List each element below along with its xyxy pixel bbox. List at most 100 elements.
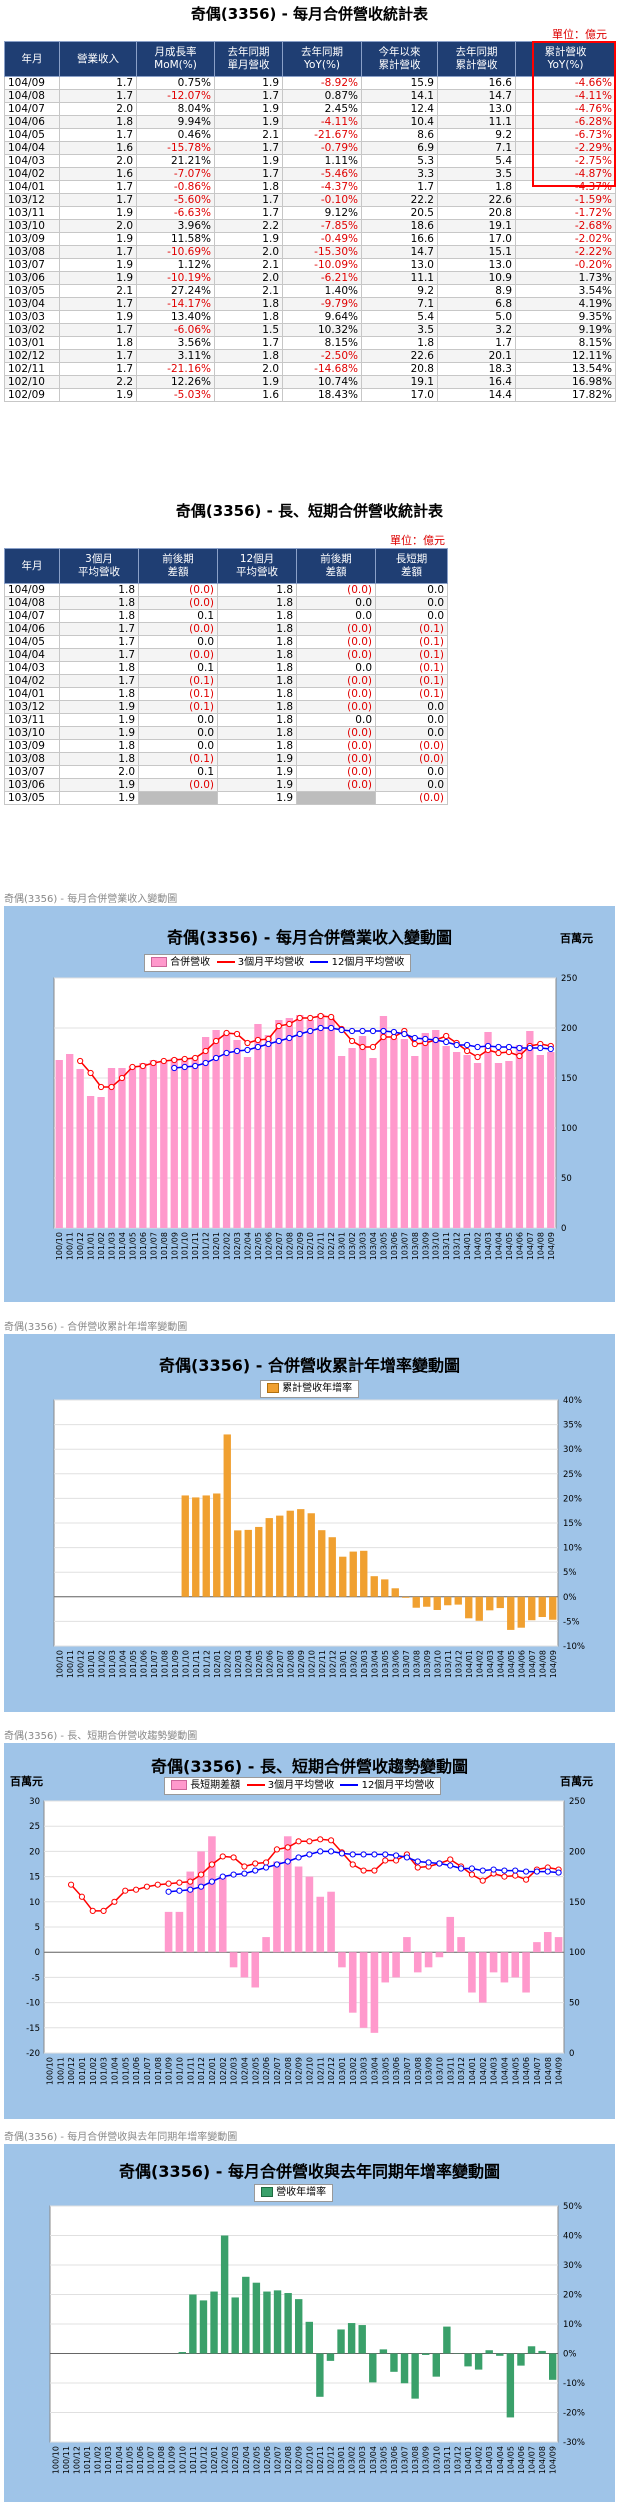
table-cell: 1.8 bbox=[214, 180, 283, 194]
table-cell: 0.75% bbox=[136, 76, 215, 90]
series-point bbox=[306, 1851, 313, 1858]
series-point bbox=[139, 1062, 146, 1070]
table-cell: 104/02 bbox=[4, 167, 60, 181]
bar bbox=[243, 1057, 252, 1228]
chart1-unit: 百萬元 bbox=[560, 932, 593, 945]
chart4-svg: -30%-20%-10%0%10%20%30%40%50%100/10 100/1… bbox=[49, 2202, 585, 2474]
table-cell: 1.9 bbox=[59, 232, 137, 246]
bar bbox=[432, 1030, 440, 1228]
series-point bbox=[97, 1083, 105, 1091]
bar bbox=[181, 1058, 189, 1228]
table-cell: 13.40% bbox=[136, 310, 215, 324]
table-cell: 103/08 bbox=[4, 752, 60, 766]
bar bbox=[411, 1056, 419, 1228]
series-point bbox=[230, 1871, 237, 1878]
table-cell: 104/07 bbox=[4, 102, 60, 116]
table-cell: 2.45% bbox=[282, 102, 362, 116]
x-tick-label: 104/05 bbox=[505, 1232, 514, 1260]
bar bbox=[318, 1530, 326, 1597]
table-cell: 1.7 bbox=[59, 635, 139, 649]
series-point bbox=[468, 1865, 476, 1872]
bar bbox=[305, 1876, 314, 1953]
x-tick-label: 101/06 bbox=[132, 2057, 141, 2085]
bar bbox=[242, 2276, 250, 2354]
x-tick-label: 101/05 bbox=[121, 2057, 130, 2085]
x-tick-label: 104/05 bbox=[507, 1650, 516, 1678]
bar bbox=[496, 1596, 504, 1609]
x-tick-label: 103/04 bbox=[370, 1650, 379, 1678]
x-tick-label: 101/10 bbox=[181, 1650, 190, 1678]
table-cell: -1.59% bbox=[515, 193, 616, 207]
table-cell: 11.58% bbox=[136, 232, 215, 246]
y-tick-label-right: 200 bbox=[569, 1847, 585, 1857]
x-tick-label: 104/02 bbox=[475, 1650, 484, 1678]
table-cell: 1.7 bbox=[59, 323, 137, 337]
x-tick-label: 101/03 bbox=[108, 1650, 117, 1678]
table-row: 103/07 1.9 1.12% 2.1 -10.09% 13.0 13.0 -0.20% bbox=[4, 258, 616, 272]
series-point bbox=[443, 1038, 450, 1046]
x-tick-label: 103/08 bbox=[414, 2057, 423, 2085]
chart4-legend: 營收年增率 bbox=[254, 2184, 334, 2202]
table-cell: -4.11% bbox=[282, 115, 362, 129]
series-point bbox=[187, 1886, 194, 1893]
legend-label: 累計營收年增率 bbox=[282, 1383, 353, 1394]
table-cell: 12.11% bbox=[515, 349, 616, 363]
table-cell: 2.0 bbox=[59, 102, 137, 116]
table-row: 104/04 1.7 (0.0) 1.8 (0.0) (0.1) bbox=[4, 648, 448, 662]
table-cell: 0.0 bbox=[296, 713, 376, 727]
table-row: 103/04 1.7 -14.17% 1.8 -9.79% 7.1 6.8 4.19% bbox=[4, 297, 616, 311]
bar bbox=[128, 1066, 137, 1228]
series-point bbox=[284, 1844, 291, 1851]
table-cell: 1.8 bbox=[361, 336, 438, 350]
chart4-title: 奇偶(3356) - 每月合併營收與去年同期年增率變動圖 bbox=[119, 2162, 500, 2181]
table-cell: 103/11 bbox=[4, 206, 60, 220]
column-header: 年月 bbox=[4, 548, 60, 584]
column-header: 去年同期 YoY(%) bbox=[282, 41, 362, 77]
table-cell: (0.0) bbox=[296, 739, 376, 753]
bar bbox=[423, 1596, 431, 1607]
x-tick-label: 100/10 bbox=[51, 2446, 60, 2474]
x-tick-label: 101/09 bbox=[168, 2446, 177, 2474]
table-cell: (0.0) bbox=[296, 726, 376, 740]
legend-label: 合併營收 bbox=[170, 957, 211, 968]
series-point bbox=[317, 1836, 324, 1843]
table-cell: -2.68% bbox=[515, 219, 616, 233]
x-tick-label: 104/07 bbox=[533, 2057, 542, 2085]
bar bbox=[316, 2353, 324, 2397]
table-cell: 8.04% bbox=[136, 102, 215, 116]
x-tick-label: 104/01 bbox=[465, 1650, 474, 1678]
x-tick-label: 102/01 bbox=[212, 1232, 221, 1260]
bar bbox=[251, 1952, 260, 1988]
table-cell: 2.1 bbox=[214, 258, 283, 272]
x-tick-label: 102/05 bbox=[255, 1650, 264, 1678]
table-cell: 2.1 bbox=[214, 128, 283, 142]
y-tick-label: 30% bbox=[563, 2261, 582, 2271]
x-tick-label: 101/07 bbox=[150, 1650, 159, 1678]
table-cell: 20.1 bbox=[437, 349, 516, 363]
chart2-legend: 累計營收年增率 bbox=[260, 1380, 360, 1398]
bar bbox=[208, 1836, 216, 1953]
bar bbox=[212, 1030, 220, 1228]
table-cell: 10.9 bbox=[437, 271, 516, 285]
bar bbox=[295, 2299, 303, 2354]
table-cell: 3.54% bbox=[515, 284, 616, 298]
table-cell: 1.8 bbox=[59, 609, 139, 623]
table-cell: 20.8 bbox=[361, 362, 438, 376]
legend-label: 3個月平均營收 bbox=[267, 1780, 335, 1791]
x-tick-label: 101/09 bbox=[171, 1650, 180, 1678]
series-point bbox=[219, 1853, 226, 1860]
table-cell: -0.79% bbox=[282, 141, 362, 155]
x-tick-label: 103/11 bbox=[442, 1232, 451, 1260]
x-tick-label: 102/04 bbox=[242, 2446, 251, 2474]
table-cell: 1.8 bbox=[437, 180, 516, 194]
table-cell: 1.9 bbox=[217, 778, 297, 792]
bar bbox=[433, 1596, 441, 1610]
x-tick-label: 100/10 bbox=[55, 1232, 64, 1260]
bar bbox=[202, 1495, 210, 1597]
bar bbox=[284, 2293, 292, 2354]
table-row: 103/09 1.8 0.0 1.8 (0.0) (0.0) bbox=[4, 739, 448, 753]
table-cell: 103/07 bbox=[4, 765, 60, 779]
x-tick-label: 103/09 bbox=[422, 2446, 431, 2474]
series-point bbox=[108, 1083, 115, 1091]
